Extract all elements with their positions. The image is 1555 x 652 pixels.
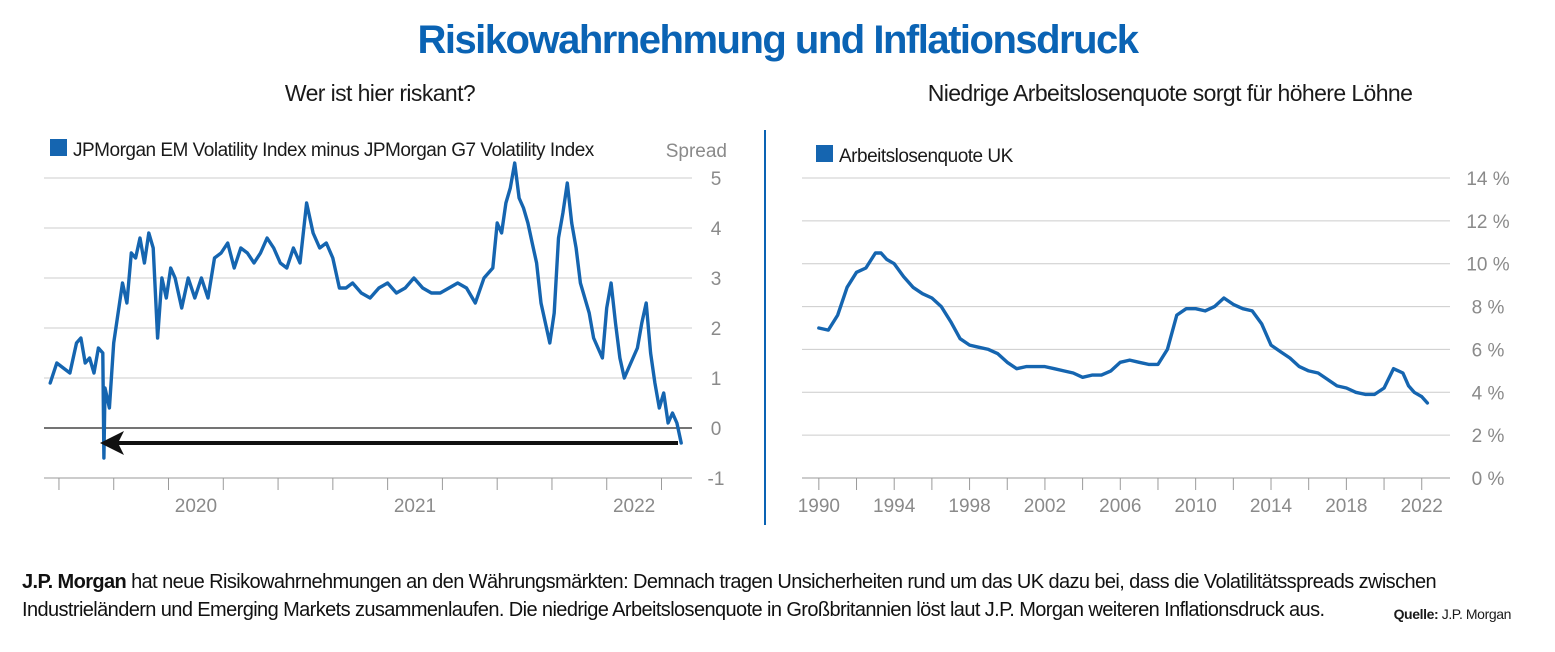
y-tick-label: 12 % [1466,212,1509,233]
y-tick-label: 8 % [1472,298,1505,319]
caption-text: hat neue Risikowahrnehmungen an den Währ… [22,571,1437,621]
source-value: J.P. Morgan [1441,606,1512,622]
y-tick-label: 0 % [1472,469,1505,490]
x-tick-label: 2022 [1401,496,1443,517]
legend-label: JPMorgan EM Volatility Index minus JPMor… [73,140,595,161]
y-tick-label: 2 % [1472,426,1505,447]
caption: J.P. Morgan hat neue Risikowahrnehmungen… [22,568,1522,624]
x-tick-label: 2006 [1099,496,1141,517]
y-tick-label: 4 [711,219,722,240]
x-tick-label: 2021 [394,496,436,517]
series-line [48,161,683,460]
y-tick-label: 1 [711,369,722,390]
legend-swatch [816,145,833,162]
left-chart-title: Wer ist hier riskant? [284,80,476,106]
y-tick-label: 3 [711,269,722,290]
y-tick-label: 6 % [1472,340,1505,361]
y-tick-label: 4 % [1472,383,1505,404]
caption-lead: J.P. Morgan [22,571,127,593]
x-tick-label: 2022 [613,496,655,517]
x-tick-label: 2010 [1175,496,1217,517]
y-axis-label: Spread [666,141,727,162]
main-title: Risikowahrnehmung und Inflationsdruck [417,18,1139,62]
y-tick-label: -1 [708,469,725,490]
source-label: Quelle: [1393,606,1439,622]
legend-swatch [50,139,67,156]
y-tick-label: 10 % [1466,255,1509,276]
x-tick-label: 2014 [1250,496,1293,517]
arrow-head [100,431,124,455]
y-tick-label: 5 [711,169,722,190]
x-tick-label: 1990 [798,496,840,517]
series-line [817,251,1430,405]
left-chart: 5 4 3 2 1 0 -1 2020 2021 2022 Spread JPMorgan EM Vo… [44,139,727,517]
x-tick-label: 2002 [1024,496,1066,517]
x-tick-label: 2018 [1325,496,1367,517]
right-chart: 14 % 12 % 10 % 8 % 6 % 4 % 2 % 0 % 1990 1994 1998 2… [798,145,1510,517]
right-chart-title: Niedrige Arbeitslosenquote sorgt für höh… [927,80,1413,106]
x-tick-label: 1998 [948,496,990,517]
y-tick-label: 0 [711,419,722,440]
legend-label: Arbeitslosenquote UK [839,146,1014,167]
y-tick-label: 2 [711,319,722,340]
x-tick-label: 1994 [873,496,916,517]
x-tick-label: 2020 [175,496,217,517]
source-note: Quelle: J.P. Morgan [1393,606,1512,622]
y-tick-label: 14 % [1466,169,1509,190]
charts-canvas: 5 4 3 2 1 0 -1 2020 2021 2022 Spread JPMorgan EM Vo… [44,130,1510,525]
